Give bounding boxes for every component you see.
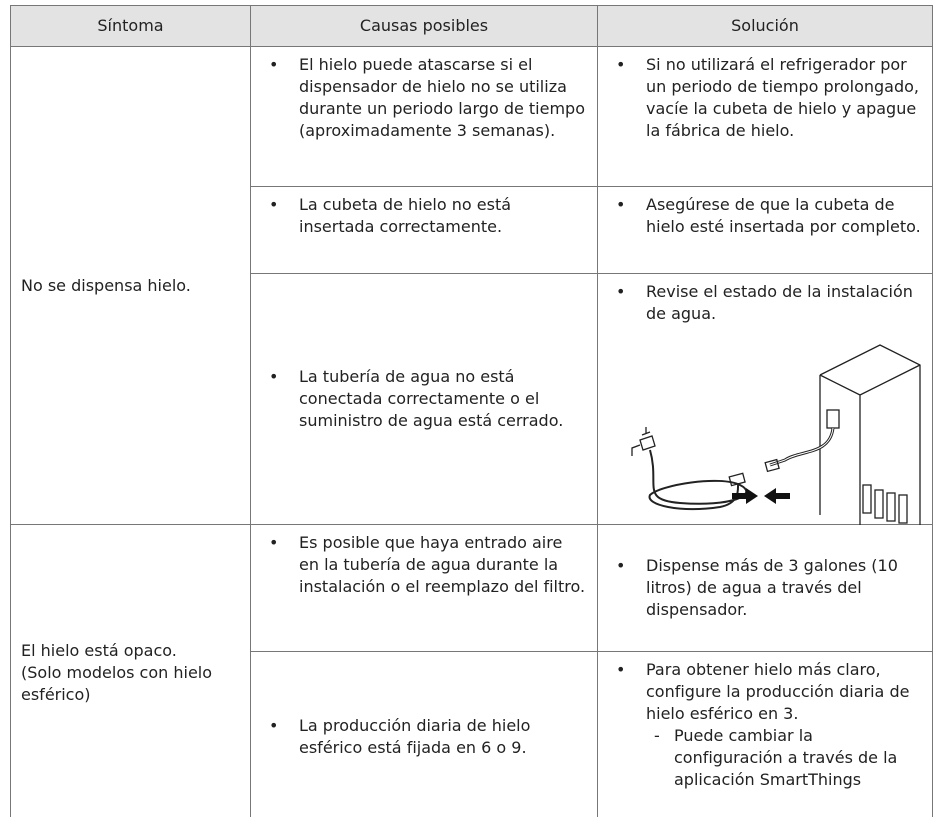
solution-cell: • Si no utilizará el refrigerador por un … <box>597 46 933 187</box>
bullet: • <box>269 367 279 386</box>
symptom-text: (Solo modelos con hielo esférico) <box>21 663 213 704</box>
bullet: • <box>616 556 626 575</box>
bullet-item: • Es posible que haya entrado aire en la … <box>251 532 587 598</box>
symptom-text: No se dispensa hielo. <box>21 275 191 295</box>
bullet-item: • La cubeta de hielo no está insertada co… <box>251 194 587 238</box>
item-text: La cubeta de hielo no está insertada cor… <box>299 195 512 236</box>
item-text: Revise el estado de la instalación de ag… <box>646 282 913 323</box>
symptom-cell: El hielo está opaco. (Solo modelos con hi… <box>10 524 251 817</box>
table-row: • La producción diaria de hielo esférico … <box>11 651 933 817</box>
table-row: El hielo está opaco. (Solo modelos con hi… <box>10 524 933 817</box>
bullet-item: • Si no utilizará el refrigerador por un … <box>598 54 922 142</box>
column-header: Causas posibles <box>250 5 598 47</box>
cause-cell: • La cubeta de hielo no está insertada co… <box>250 186 598 274</box>
water-connection-illustration <box>631 344 921 525</box>
bullet: • <box>269 533 279 552</box>
bullet-item: • Revise el estado de la instalación de a… <box>598 281 922 325</box>
item-text: Para obtener hielo más claro, configure … <box>646 660 910 723</box>
bullet: • <box>616 55 626 74</box>
bullet: • <box>269 715 279 735</box>
cause-cell: • El hielo puede atascarse si el dispensa… <box>250 46 598 187</box>
item-text: La producción diaria de hielo esférico e… <box>299 715 531 757</box>
column-header: Síntoma <box>10 5 251 47</box>
solution-cell: • Asegúrese de que la cubeta de hielo est… <box>597 186 933 274</box>
bullet-item: • La tubería de agua no está conectada co… <box>251 366 587 432</box>
note-text: Puede cambiar la configuración a través … <box>674 726 898 789</box>
item-text: La tubería de agua no está conectada cor… <box>299 367 564 430</box>
cause-cell: • Es posible que haya entrado aire en la … <box>250 524 598 652</box>
table-row: • La cubeta de hielo no está insertada co… <box>11 186 933 274</box>
cause-cell: • La tubería de agua no está conectada co… <box>250 273 598 525</box>
symptom-text: El hielo está opaco. <box>21 641 177 660</box>
symptom-cell: No se dispensa hielo. <box>10 46 251 525</box>
bullet: • <box>616 195 626 214</box>
table-row: No se dispensa hielo. • El hielo puede ata… <box>10 46 933 525</box>
bullet: • <box>269 195 279 214</box>
dash: - <box>654 726 660 745</box>
solution-cell: • Para obtener hielo más claro, configure… <box>597 651 933 817</box>
bullet-item: • La producción diaria de hielo esférico … <box>251 715 587 759</box>
cause-cell: • La producción diaria de hielo esférico … <box>250 651 598 817</box>
sub-item: - Puede cambiar la configuración a través… <box>646 725 922 791</box>
header-row: Síntoma Causas posibles Solución <box>10 5 933 47</box>
item-text: Asegúrese de que la cubeta de hielo esté… <box>646 195 921 236</box>
bullet-item: • El hielo puede atascarse si el dispensa… <box>251 54 587 142</box>
bullet-item: • Asegúrese de que la cubeta de hielo est… <box>598 194 922 238</box>
column-header: Solución <box>597 5 933 47</box>
item-text: Si no utilizará el refrigerador por un p… <box>646 55 920 140</box>
bullet: • <box>269 55 279 74</box>
bullet: • <box>616 660 626 679</box>
bullet-item: • Para obtener hielo más claro, configure… <box>598 659 922 725</box>
item-text: El hielo puede atascarse si el dispensad… <box>299 55 585 140</box>
item-text: Es posible que haya entrado aire en la t… <box>299 533 586 596</box>
item-text: Dispense más de 3 galones (10 litros) de… <box>646 556 898 619</box>
bullet-item: • Dispense más de 3 galones (10 litros) d… <box>598 555 922 621</box>
bullet: • <box>616 282 626 301</box>
solution-cell: • Dispense más de 3 galones (10 litros) d… <box>597 524 933 652</box>
